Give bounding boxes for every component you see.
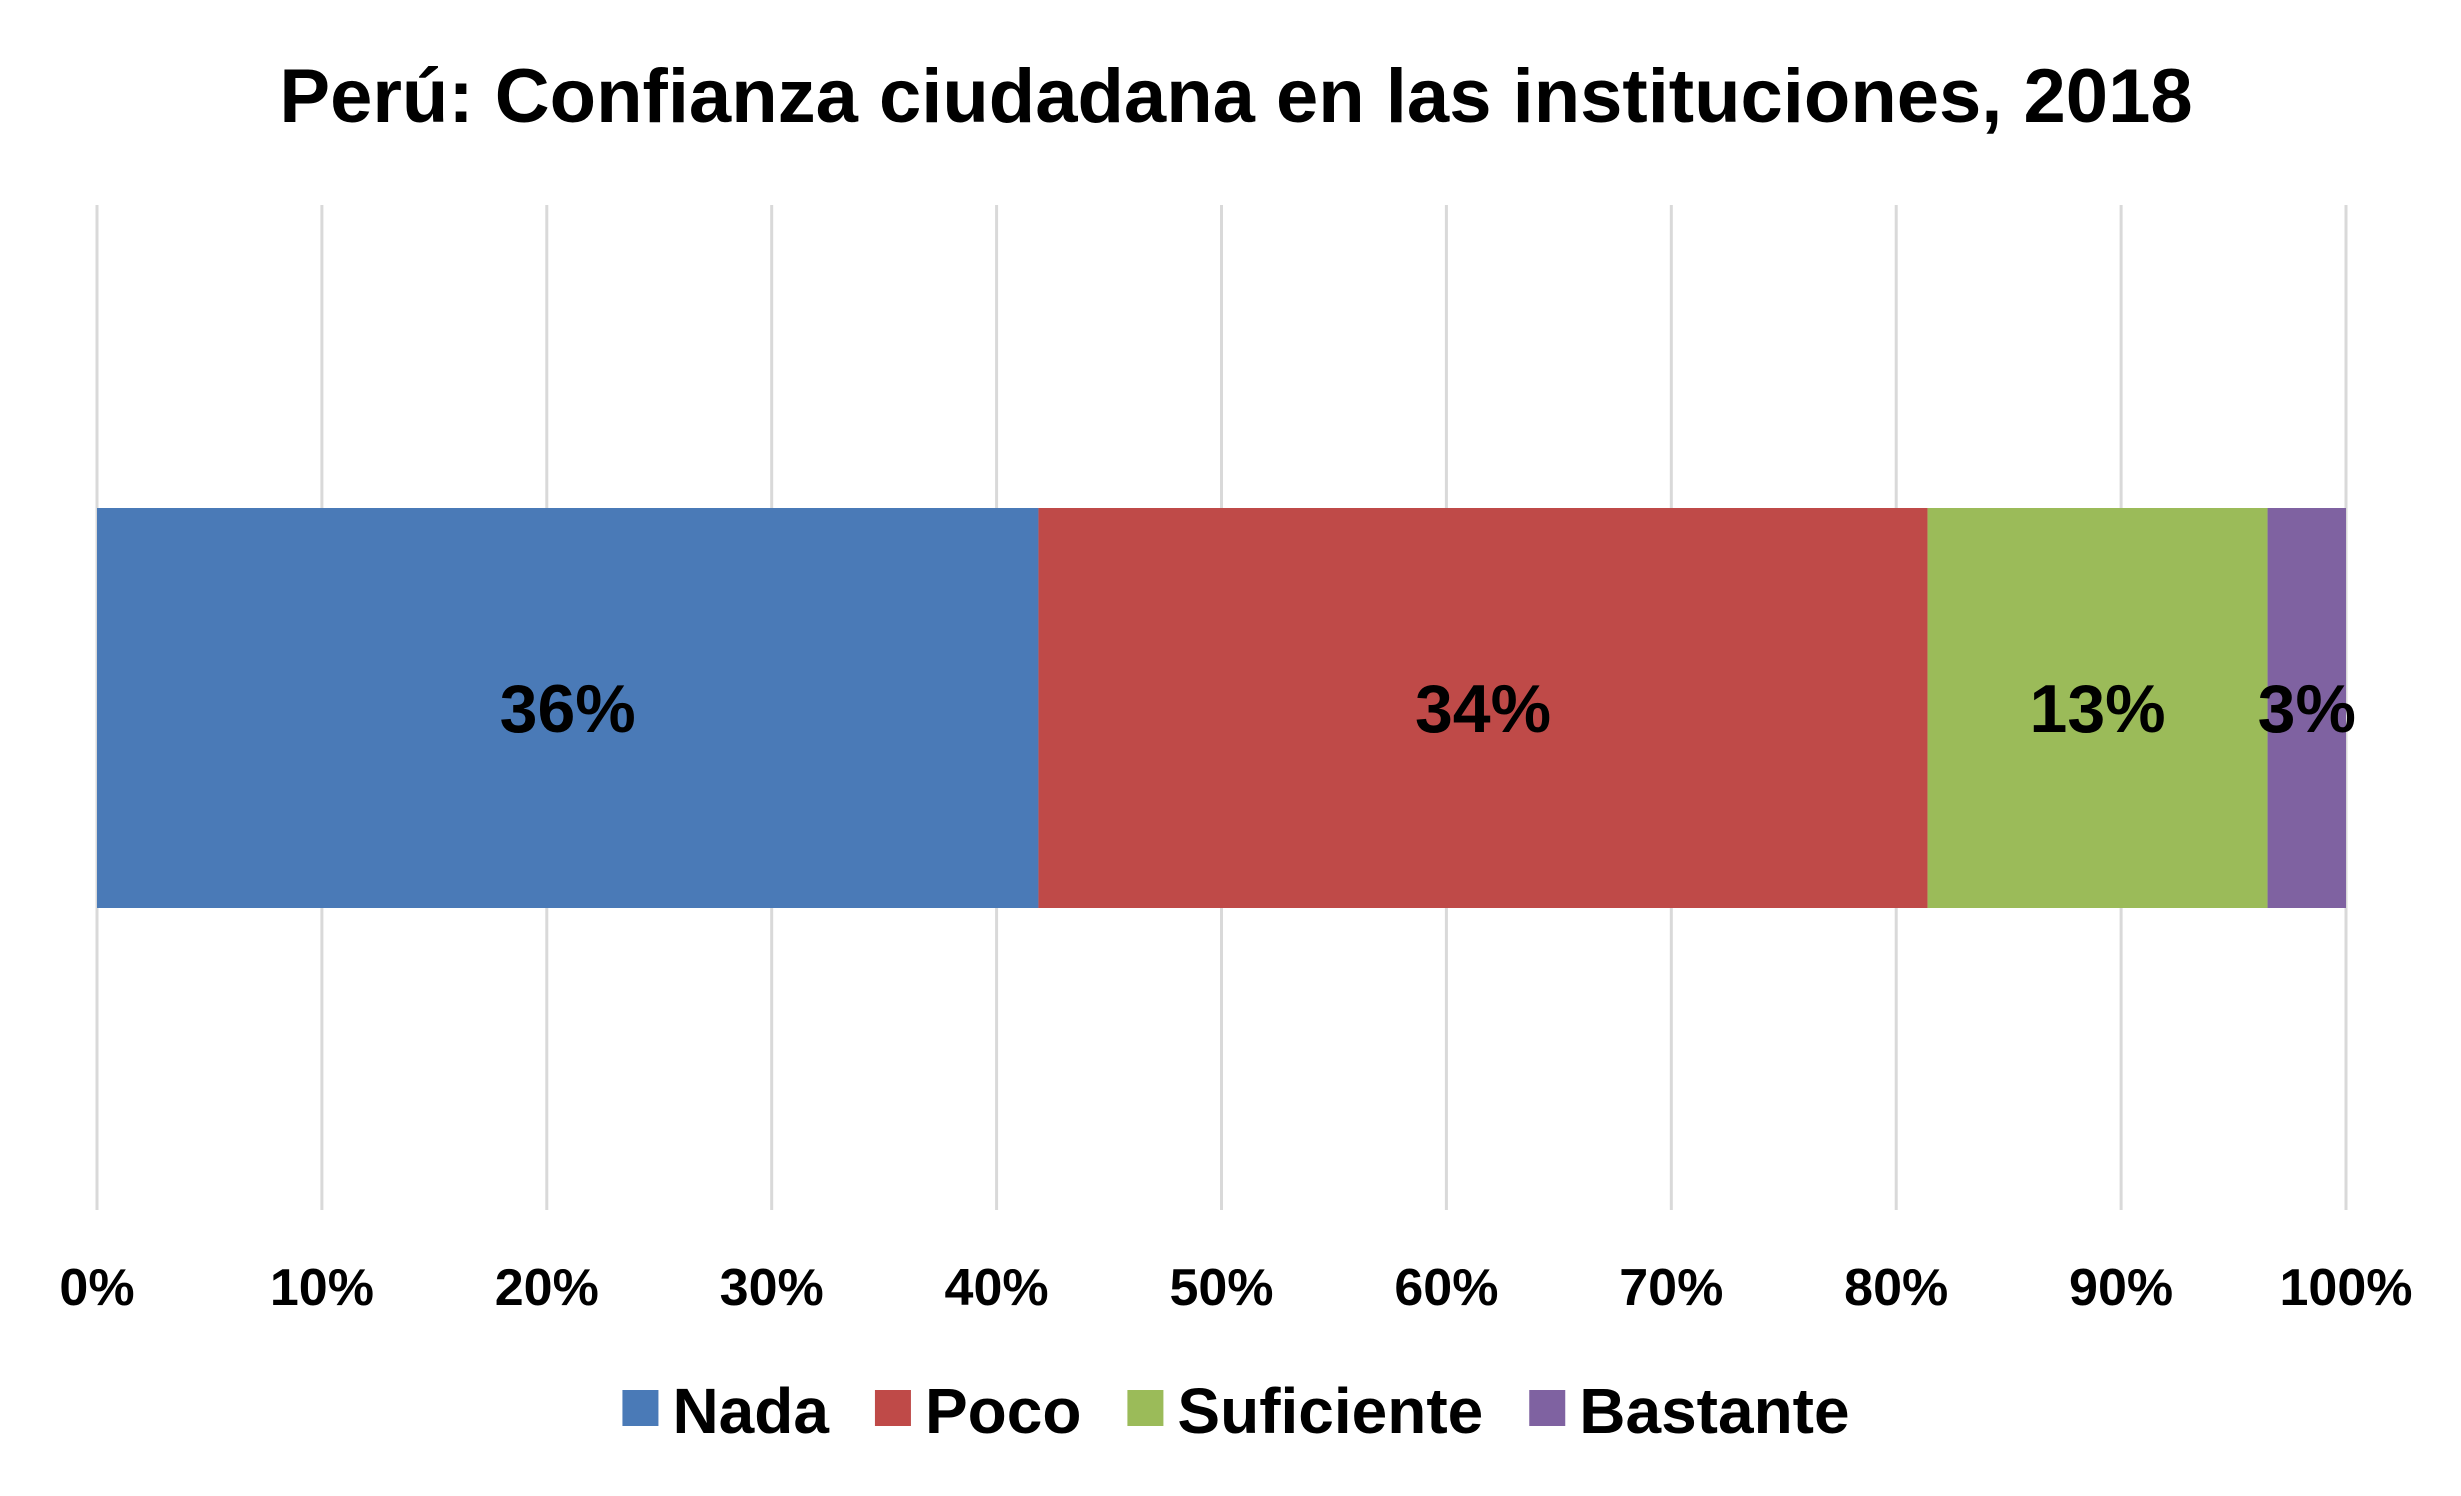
legend-swatch [622,1390,659,1426]
x-tick-label: 100% [2280,1259,2413,1317]
chart-title: Perú: Confianza ciudadana en las institu… [279,54,2192,139]
data-label-bastante: 3% [2258,671,2356,747]
x-tick-label: 30% [720,1259,824,1317]
legend-item-bastante: Bastante [1529,1375,1850,1447]
legend-item-nada: Nada [622,1375,829,1447]
legend-swatch [1127,1390,1164,1426]
x-tick-label: 20% [495,1259,599,1317]
legend-swatch [874,1390,911,1426]
x-tick-label: 0% [59,1259,134,1317]
x-axis-ticks: 0% 10% 20% 30% 40% 50% 60% 70% 80% 90% 100% [59,1259,2412,1317]
x-tick-label: 90% [2069,1259,2173,1317]
data-label-suficiente: 13% [2030,671,2166,747]
x-tick-label: 70% [1619,1259,1723,1317]
bar-segment-suficiente [1927,508,2268,908]
data-label-poco: 34% [1415,671,1551,747]
x-tick-label: 60% [1394,1259,1498,1317]
legend-label: Suficiente [1177,1375,1483,1447]
stacked-bar [97,508,2346,908]
data-label-nada: 36% [500,671,636,747]
x-tick-label: 40% [945,1259,1049,1317]
legend-item-poco: Poco [874,1375,1081,1447]
x-tick-label: 10% [270,1259,374,1317]
legend: Nada Poco Suficiente Bastante [622,1375,1850,1447]
bar-segment-nada [97,508,1039,908]
legend-label: Nada [672,1375,829,1447]
legend-label: Bastante [1579,1375,1849,1447]
bar-segment-bastante [2267,508,2346,908]
legend-label: Poco [925,1375,1081,1447]
bar-segment-poco [1038,508,1928,908]
x-tick-label: 50% [1169,1259,1273,1317]
legend-item-suficiente: Suficiente [1127,1375,1483,1447]
legend-swatch [1529,1390,1566,1426]
data-labels: 36% 34% 13% 3% [500,671,2356,747]
x-tick-label: 80% [1844,1259,1948,1317]
